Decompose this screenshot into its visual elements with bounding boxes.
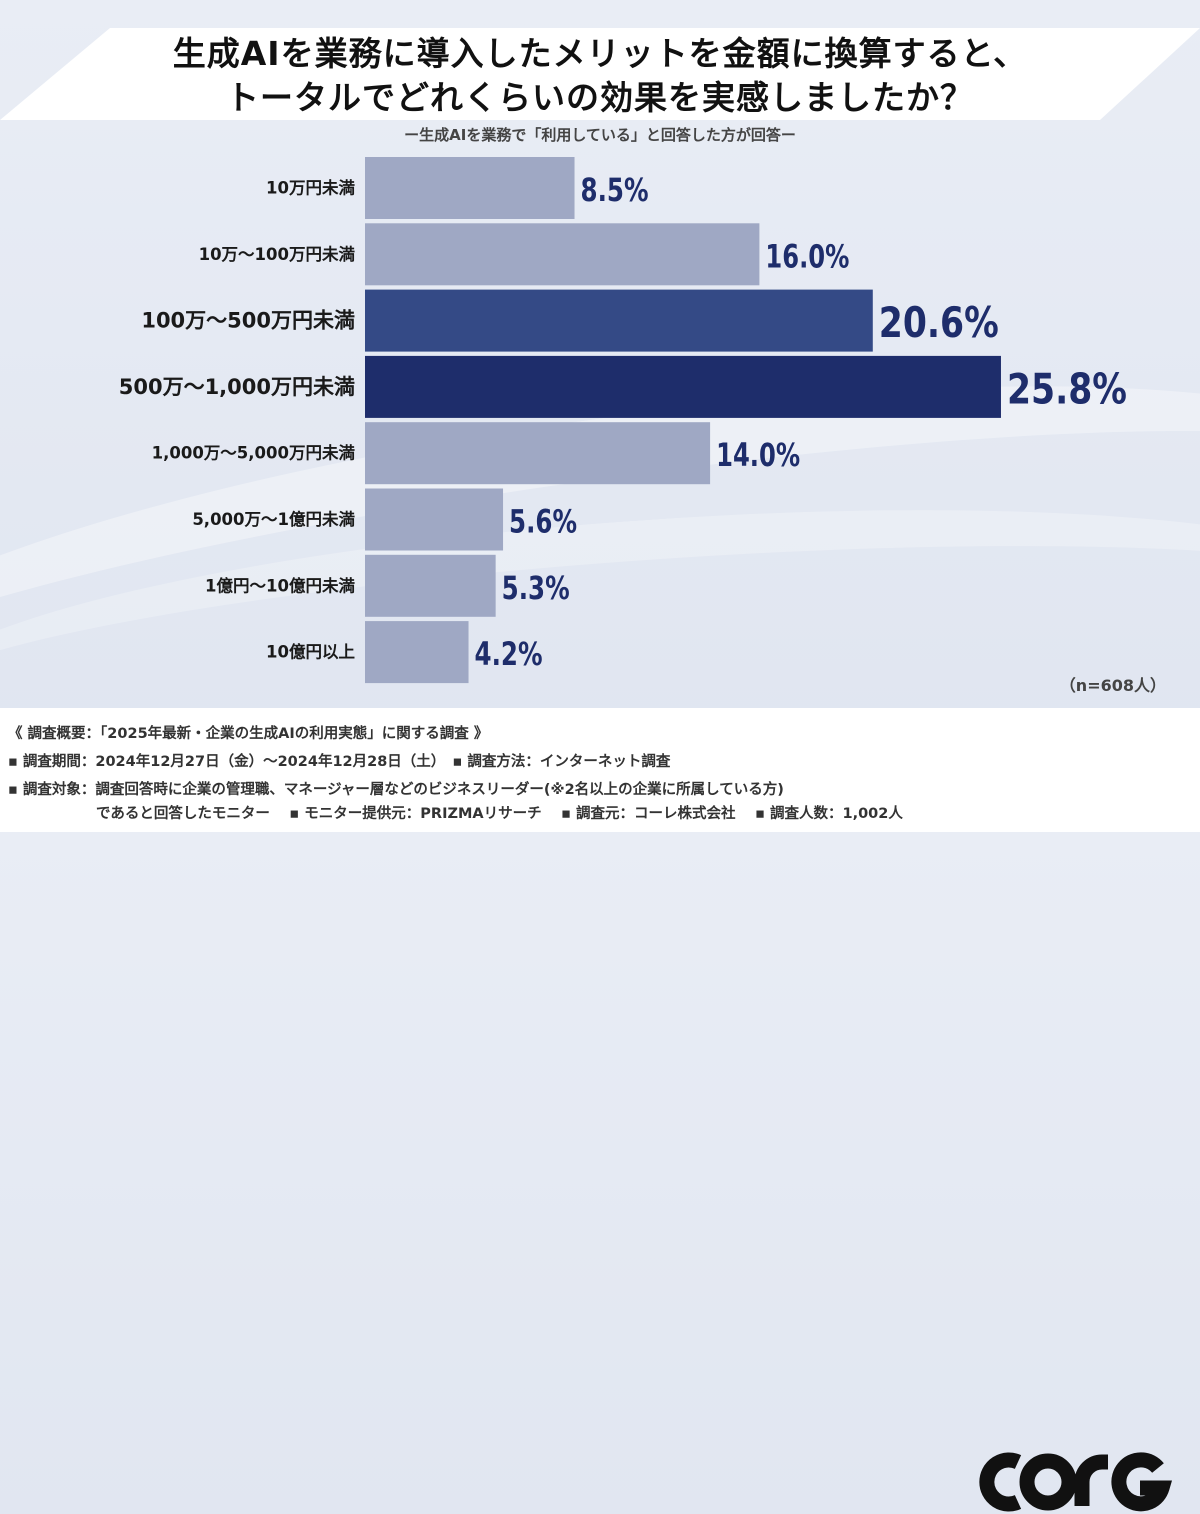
value-label-4: 25.8% <box>1007 364 1127 413</box>
bar-5 <box>365 422 711 485</box>
category-label-3: 100万～500万円未満 <box>141 309 355 333</box>
chart-title: 生成AIを業務に導入したメリットを金額に換算すると、 トータルでどれくらいの効果… <box>0 32 1200 120</box>
bar-6 <box>365 488 504 551</box>
category-label-7: 1億円～10億円未満 <box>205 575 355 595</box>
value-label-7: 5.3% <box>502 569 570 607</box>
notes-target: ▪ 調査対象：調査回答時に企業の管理職、マネージャー層などのビジネスリーダー(※… <box>8 782 784 798</box>
category-label-4: 500万～1,000万円未満 <box>119 375 355 399</box>
bar-chart: 10万円未満 8.5% 10万～100万円未満 16.0% 100万～500万円未満 20… <box>119 157 1127 684</box>
category-label-6: 5,000万～1億円未満 <box>192 509 355 529</box>
category-label-8: 10億円以上 <box>266 642 355 662</box>
sample-size-note: （n=608人） <box>1059 676 1166 695</box>
bar-8 <box>365 621 469 684</box>
title-banner <box>0 28 1200 120</box>
bar-2 <box>365 223 760 286</box>
value-label-3: 20.6% <box>879 298 999 347</box>
notes-target-cont: であると回答したモニター ▪ モニター提供元：PRIZMAリサーチ ▪ 調査元：… <box>96 806 903 822</box>
notes-heading: 《 調査概要：「2025年最新・企業の生成AIの利用実態」に関する調査 》 <box>8 726 489 742</box>
value-label-1: 8.5% <box>581 171 649 209</box>
category-label-5: 1,000万～5,000万円未満 <box>152 443 356 463</box>
value-label-2: 16.0% <box>765 237 849 275</box>
value-label-8: 4.2% <box>475 635 543 673</box>
notes-period: ▪ 調査期間：2024年12月27日（金）～2024年12月28日（土） ▪ 調… <box>8 754 671 770</box>
bar-4 <box>365 355 1001 418</box>
value-label-6: 5.6% <box>509 503 577 541</box>
bar-1 <box>365 157 575 219</box>
title-line-2: トータルでどれくらいの効果を実感しましたか？ <box>226 78 974 117</box>
survey-notes: 《 調査概要：「2025年最新・企業の生成AIの利用実態」に関する調査 》 ▪ … <box>0 708 1200 1512</box>
bar-3 <box>365 289 873 352</box>
category-label-2: 10万～100万円未満 <box>199 244 356 264</box>
value-label-5: 14.0% <box>716 436 800 474</box>
title-line-1: 生成AIを業務に導入したメリットを金額に換算すると、 <box>172 34 1028 73</box>
chart-subtitle: ー生成AIを業務で「利用している」と回答した方が回答ー <box>404 126 796 144</box>
core-logo <box>979 1452 1172 1512</box>
bar-7 <box>365 554 496 617</box>
category-label-1: 10万円未満 <box>266 178 355 198</box>
